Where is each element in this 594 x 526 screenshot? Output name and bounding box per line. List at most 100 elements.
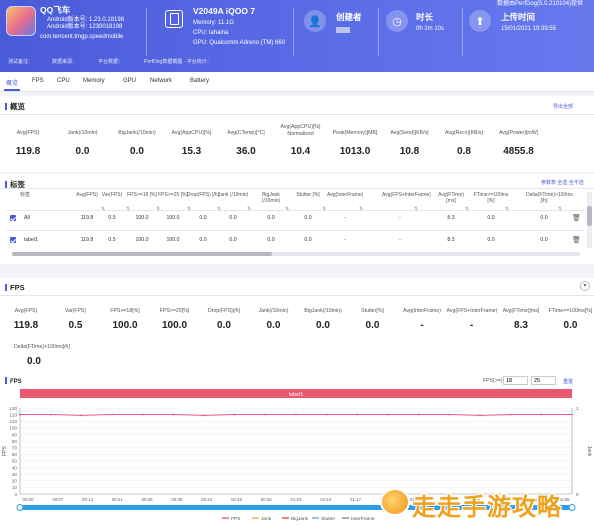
legend-item[interactable]: Jank bbox=[261, 516, 272, 522]
fps-filter-input-1[interactable] bbox=[503, 376, 528, 385]
table-cell: - bbox=[399, 237, 401, 243]
perfdog-version: 数据由PerfDog(5.0.210104)提供 bbox=[497, 1, 584, 7]
horizontal-scrollbar[interactable] bbox=[12, 252, 580, 256]
sort-icon[interactable]: ⇅ bbox=[558, 206, 563, 212]
fps-point[interactable] bbox=[325, 413, 328, 416]
fps-metric-value: 119.8 bbox=[13, 320, 39, 331]
fps-metric-label: Jank(/10min) bbox=[258, 308, 289, 314]
labels-column-header[interactable]: FPS>=18 [%] bbox=[127, 192, 157, 198]
sort-icon[interactable]: ⇅ bbox=[322, 206, 327, 212]
tab-gpu[interactable]: GPU bbox=[123, 78, 137, 84]
trash-icon[interactable]: 🗑 bbox=[572, 215, 581, 222]
fps-filter-input-2[interactable] bbox=[531, 376, 556, 385]
sort-icon[interactable]: ⇅ bbox=[101, 206, 106, 212]
sort-icon[interactable]: ⇅ bbox=[126, 206, 131, 212]
legend-item[interactable]: Stutter bbox=[321, 516, 336, 522]
device-cpu: CPU: lahaina bbox=[193, 30, 229, 36]
sort-icon[interactable]: ⇅ bbox=[156, 206, 161, 212]
labels-column-header[interactable]: Avg(FPS) bbox=[76, 192, 98, 198]
fps-metric-value: 0.5 bbox=[68, 320, 83, 331]
row-checkbox[interactable] bbox=[10, 215, 16, 221]
sort-icon[interactable]: ⇅ bbox=[187, 206, 192, 212]
fps-point[interactable] bbox=[111, 413, 113, 416]
fps-point[interactable] bbox=[172, 413, 175, 416]
fps-point[interactable] bbox=[19, 413, 21, 416]
legend-item[interactable]: InterFrame bbox=[351, 516, 375, 522]
scrollbar-thumb[interactable] bbox=[587, 206, 592, 226]
sort-icon[interactable]: ⇅ bbox=[505, 206, 510, 212]
table-cell: 0.0 bbox=[229, 237, 237, 243]
overview-metric-value: 4855.8 bbox=[503, 146, 534, 157]
tab-fps[interactable]: FPS bbox=[32, 78, 44, 84]
fps-point[interactable] bbox=[80, 414, 83, 417]
labels-column-header[interactable]: BigJank (/10min) bbox=[261, 192, 281, 204]
tab-battery[interactable]: Battery bbox=[190, 78, 210, 84]
fps-point[interactable] bbox=[356, 413, 359, 416]
x-tick-label: 00:21 bbox=[112, 497, 124, 502]
labels-column-header[interactable]: 标签 bbox=[20, 192, 31, 198]
labels-column-header[interactable]: FPS>=25 [%] bbox=[158, 192, 188, 198]
fps-point[interactable] bbox=[295, 413, 297, 416]
collapse-button[interactable]: ▾ bbox=[580, 281, 590, 291]
scrollbar-thumb[interactable] bbox=[12, 252, 272, 256]
x-tick-label: 01:17 bbox=[350, 497, 362, 502]
fps-point[interactable] bbox=[387, 413, 389, 416]
export-all-link[interactable]: 导出全部 bbox=[553, 104, 574, 110]
fps-metric-label: BigJank(/10min) bbox=[304, 308, 342, 314]
fps-point[interactable] bbox=[203, 414, 205, 417]
fps-point[interactable] bbox=[448, 413, 451, 416]
tab-overview[interactable]: 概览 bbox=[3, 78, 21, 91]
labels-column-header[interactable]: Delta(FTime)>100ms [/h] bbox=[526, 192, 573, 204]
reset-button[interactable]: 重置 bbox=[563, 379, 574, 385]
fps-extra-value: 0.0 bbox=[27, 356, 41, 367]
labels-column-header[interactable]: Jank (/10min) bbox=[217, 192, 249, 198]
labels-column-header[interactable]: Drop(FPS) [/h] bbox=[186, 192, 220, 198]
y-tick-label: 80 bbox=[12, 439, 18, 444]
vertical-scrollbar[interactable] bbox=[587, 192, 592, 248]
fps-metric-label: Drop(FPS)[/h] bbox=[208, 308, 240, 314]
legend-item[interactable]: FPS bbox=[231, 516, 240, 522]
slider-handle-start[interactable] bbox=[16, 504, 24, 511]
fps-point[interactable] bbox=[264, 413, 267, 416]
fps-point[interactable] bbox=[571, 413, 573, 416]
tab-network[interactable]: Network bbox=[150, 78, 173, 84]
labels-column-header[interactable]: Avg(FPS+InterFrame) bbox=[382, 192, 431, 198]
x-tick-label: 00:28 bbox=[142, 497, 154, 502]
fps-metric-label: Avg(FPS) bbox=[14, 308, 38, 314]
sort-icon[interactable]: ⇅ bbox=[285, 206, 290, 212]
fps-point[interactable] bbox=[49, 413, 52, 416]
fps-point[interactable] bbox=[141, 413, 144, 416]
sort-icon[interactable]: ⇅ bbox=[465, 206, 470, 212]
legend-item[interactable]: BigJank bbox=[291, 516, 309, 522]
row-checkbox[interactable] bbox=[10, 237, 16, 243]
fps-point[interactable] bbox=[509, 413, 512, 416]
slider-handle-end[interactable] bbox=[568, 504, 576, 511]
fps-chart-title: FPS bbox=[5, 377, 22, 385]
fps-point[interactable] bbox=[540, 413, 543, 416]
trash-icon[interactable]: 🗑 bbox=[572, 237, 581, 244]
fps-point[interactable] bbox=[417, 413, 420, 416]
label-banner[interactable] bbox=[20, 389, 572, 398]
labels-links[interactable]: 参数表 全选 全不选 bbox=[541, 180, 584, 186]
tab-cpu[interactable]: CPU bbox=[57, 78, 70, 84]
fps-point[interactable] bbox=[479, 414, 481, 417]
sort-icon[interactable]: ⇅ bbox=[359, 206, 364, 212]
sort-icon[interactable]: ⇅ bbox=[414, 206, 419, 212]
overview-metric-label: Avg(FPS) bbox=[16, 130, 40, 136]
sort-icon[interactable]: ⇅ bbox=[217, 206, 222, 212]
overview-metric-label: BigJank(/10min) bbox=[118, 130, 156, 136]
labels-column-header[interactable]: Avg(FTime) [ms] bbox=[438, 192, 464, 204]
labels-column-header[interactable]: FTime>=100ms [%] bbox=[473, 192, 509, 204]
y-tick-label: 30 bbox=[12, 472, 18, 477]
table-cell: 0.0 bbox=[199, 237, 207, 243]
tab-memory[interactable]: Memory bbox=[83, 78, 105, 84]
header-divider bbox=[462, 8, 463, 56]
sort-icon[interactable]: ⇅ bbox=[247, 206, 252, 212]
labels-column-header[interactable]: Stutter [%] bbox=[296, 192, 320, 198]
labels-column-header[interactable]: Var(FPS) bbox=[101, 192, 123, 198]
labels-column-header[interactable]: Avg(InterFrame) bbox=[327, 192, 364, 198]
table-cell: 100.0 bbox=[166, 215, 180, 221]
time-range-slider[interactable] bbox=[20, 505, 572, 510]
fps-point[interactable] bbox=[233, 413, 236, 416]
